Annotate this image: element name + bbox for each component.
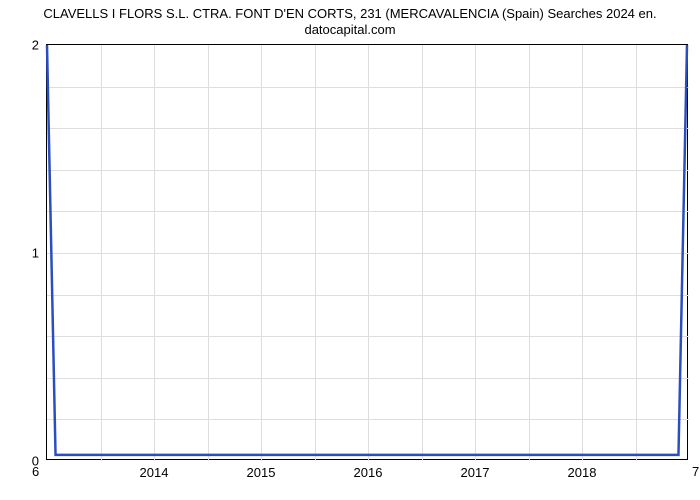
x-tick-label: 2014 (140, 459, 169, 480)
x-tick-label: 2016 (354, 459, 383, 480)
chart-title: CLAVELLS I FLORS S.L. CTRA. FONT D'EN CO… (0, 6, 700, 39)
secondary-value-bottom-left: 6 (32, 464, 39, 479)
series-line (47, 45, 687, 459)
series-searches (47, 45, 687, 455)
x-tick-label: 2018 (568, 459, 597, 480)
y-tick-label: 2 (32, 38, 47, 53)
figure: CLAVELLS I FLORS S.L. CTRA. FONT D'EN CO… (0, 0, 700, 500)
x-tick-label: 2017 (461, 459, 490, 480)
y-tick-label: 1 (32, 246, 47, 261)
plot-area: 01220142015201620172018 (46, 44, 688, 460)
secondary-value-bottom-right: 7 (692, 464, 699, 479)
x-tick-label: 2015 (247, 459, 276, 480)
